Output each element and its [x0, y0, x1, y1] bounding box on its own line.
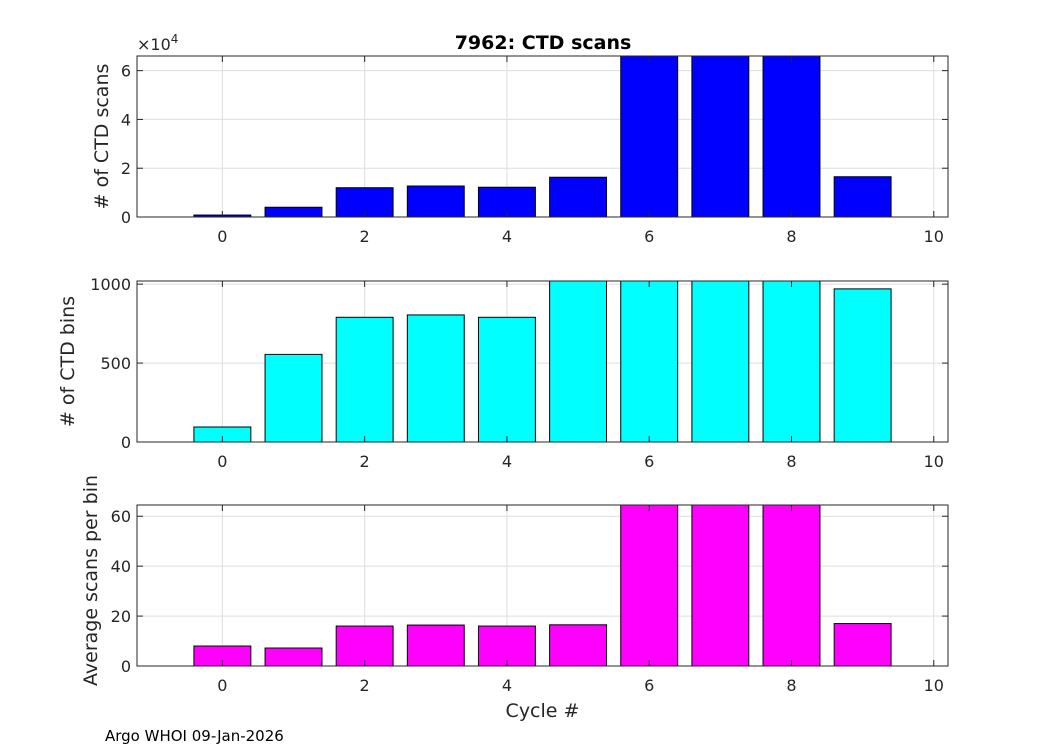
y-tick-label: 500	[100, 354, 131, 373]
x-tick-label: 6	[644, 227, 654, 246]
y-exponent-label: ×104	[137, 32, 178, 54]
bar-cycle-9	[833, 176, 892, 218]
bar-cycle-1	[264, 206, 323, 218]
x-tick-label: 4	[502, 452, 512, 471]
bar-cycle-6	[620, 55, 679, 218]
y-tick-label: 0	[121, 657, 131, 676]
panel-2: 0 2 4 6 8 10 0 500 1000 # of CTD bins	[57, 275, 949, 471]
y-tick-label: 40	[111, 557, 131, 576]
y-tick-label: 4	[121, 110, 131, 129]
panel-1: 0 2 4 6 8 10 0 2 4 6 # of CTD scans ×104	[91, 32, 949, 246]
x-tick-label: 10	[924, 227, 944, 246]
bar-cycle-6	[620, 280, 679, 443]
y-tick-label: 2	[121, 159, 131, 178]
bar-cycle-6	[620, 504, 679, 667]
bar-cycle-9	[833, 288, 892, 443]
y-axis-label: # of CTD bins	[57, 296, 79, 427]
x-tick-label: 2	[360, 227, 370, 246]
x-tick-label: 4	[502, 676, 512, 695]
chart-title: 7962: CTD scans	[455, 32, 632, 54]
y-tick-label: 1000	[90, 275, 131, 294]
axes-frame	[136, 280, 949, 443]
bar-cycle-4	[477, 316, 536, 443]
axes-frame	[136, 55, 949, 218]
bar-cycle-8	[762, 55, 821, 218]
footer-stamp: Argo WHOI 09-Jan-2026	[105, 727, 284, 745]
bar-cycle-9	[833, 623, 892, 667]
bar-cycle-5	[549, 624, 608, 667]
y-tick-label: 60	[111, 507, 131, 526]
bar-cycle-7	[691, 55, 750, 218]
bar-cycle-1	[264, 353, 323, 443]
bar-cycle-7	[691, 280, 750, 443]
x-tick-label: 0	[217, 227, 227, 246]
bar-cycle-7	[691, 504, 750, 667]
bar-cycle-8	[762, 504, 821, 667]
bar-cycle-3	[406, 624, 465, 667]
bar-cycle-5	[549, 176, 608, 218]
y-tick-label: 6	[121, 62, 131, 81]
x-tick-label: 4	[502, 227, 512, 246]
bar-cycle-2	[335, 316, 394, 443]
x-tick-label: 10	[924, 676, 944, 695]
x-tick-label: 10	[924, 452, 944, 471]
axes-frame	[136, 504, 949, 667]
x-tick-label: 2	[360, 452, 370, 471]
x-tick-label: 8	[786, 452, 796, 471]
x-tick-label: 2	[360, 676, 370, 695]
x-tick-label: 0	[217, 676, 227, 695]
y-tick-label: 0	[121, 208, 131, 227]
y-axis-label: # of CTD scans	[91, 64, 113, 210]
bar-cycle-3	[406, 185, 465, 218]
bar-cycle-8	[762, 280, 821, 443]
x-tick-label: 0	[217, 452, 227, 471]
y-axis-label: Average scans per bin	[80, 475, 102, 686]
x-tick-label: 6	[644, 452, 654, 471]
y-tick-label: 20	[111, 607, 131, 626]
bar-cycle-1	[264, 647, 323, 667]
x-tick-label: 6	[644, 676, 654, 695]
y-tick-label: 0	[121, 433, 131, 452]
x-tick-label: 8	[786, 676, 796, 695]
panel-3: 0 2 4 6 8 10 0 20 40 60 Average scans per bin Cycle…	[80, 475, 949, 722]
bar-cycle-5	[549, 280, 608, 443]
bar-cycle-3	[406, 314, 465, 443]
x-tick-label: 8	[786, 227, 796, 246]
panels-container: 0 2 4 6 8 10 0 2 4 6 # of CTD scans ×104 0 2 4 6 8 10 0 500…	[57, 32, 949, 722]
x-axis-label: Cycle #	[506, 700, 580, 722]
